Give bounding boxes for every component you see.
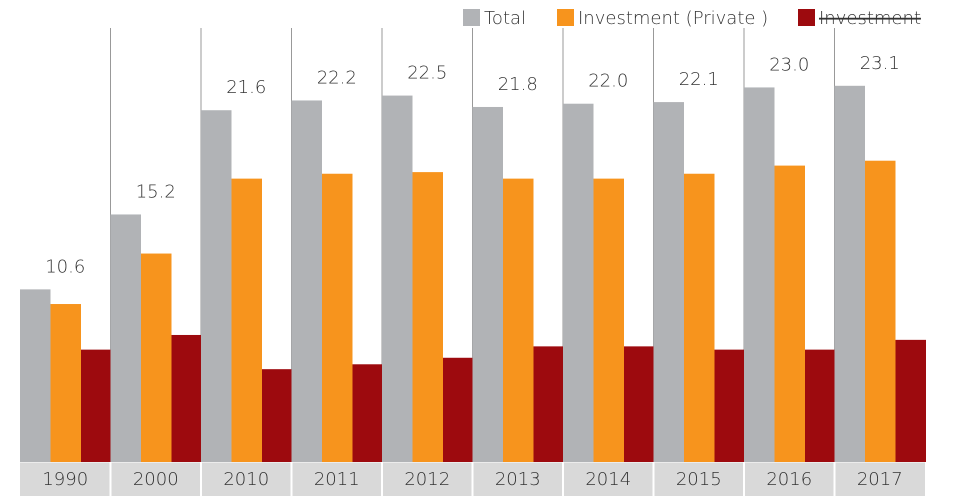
data-label: 21.8 [498,74,538,95]
bar [865,160,896,462]
data-label: 23.0 [769,54,809,75]
bar [774,165,805,462]
bar [563,103,594,462]
legend-label: Investment (Private ) [578,8,768,29]
bar [533,346,564,462]
x-tick-label: 2010 [223,469,269,490]
bar [714,349,745,462]
bar [805,349,836,462]
data-label: 22.0 [588,71,628,92]
bar [231,178,262,462]
x-tick-label: 2016 [766,469,812,490]
bar [472,106,503,462]
data-label: 23.1 [860,53,900,74]
data-label: 15.2 [136,181,176,202]
bar [50,304,81,462]
bar [412,172,443,462]
data-label: 22.2 [317,67,357,88]
bar [322,173,353,462]
bar [291,100,322,462]
bar [141,253,172,462]
data-label: 22.5 [407,63,447,84]
bar [593,178,624,462]
bar [834,85,865,463]
x-tick-label: 2012 [404,469,450,490]
x-tick-label: 1990 [42,469,88,490]
x-tick-label: 2014 [585,469,631,490]
bar [20,289,51,462]
legend-swatch [798,9,815,26]
data-label: 10.6 [45,256,85,277]
bar [262,369,293,462]
legend-swatch [557,9,574,26]
bar [503,178,534,462]
x-tick-label: 2013 [495,469,541,490]
data-label: 22.1 [679,69,719,90]
bar [352,364,383,462]
x-tick-label: 2017 [857,469,903,490]
bar [624,346,655,462]
bar [81,349,112,462]
bar [382,95,413,463]
bar [895,339,926,462]
x-tick-label: 2000 [133,469,179,490]
bar [201,110,232,462]
bar [744,87,775,462]
x-tick-label: 2015 [676,469,722,490]
x-tick-label: 2011 [314,469,360,490]
legend-label: Investment [819,8,921,29]
bar [443,357,474,462]
bar [171,334,202,462]
legend-swatch [463,9,480,26]
bar [684,173,715,462]
data-label: 21.6 [226,77,266,98]
legend-label: Total [484,8,526,29]
bar [110,214,141,462]
bar [653,102,684,462]
